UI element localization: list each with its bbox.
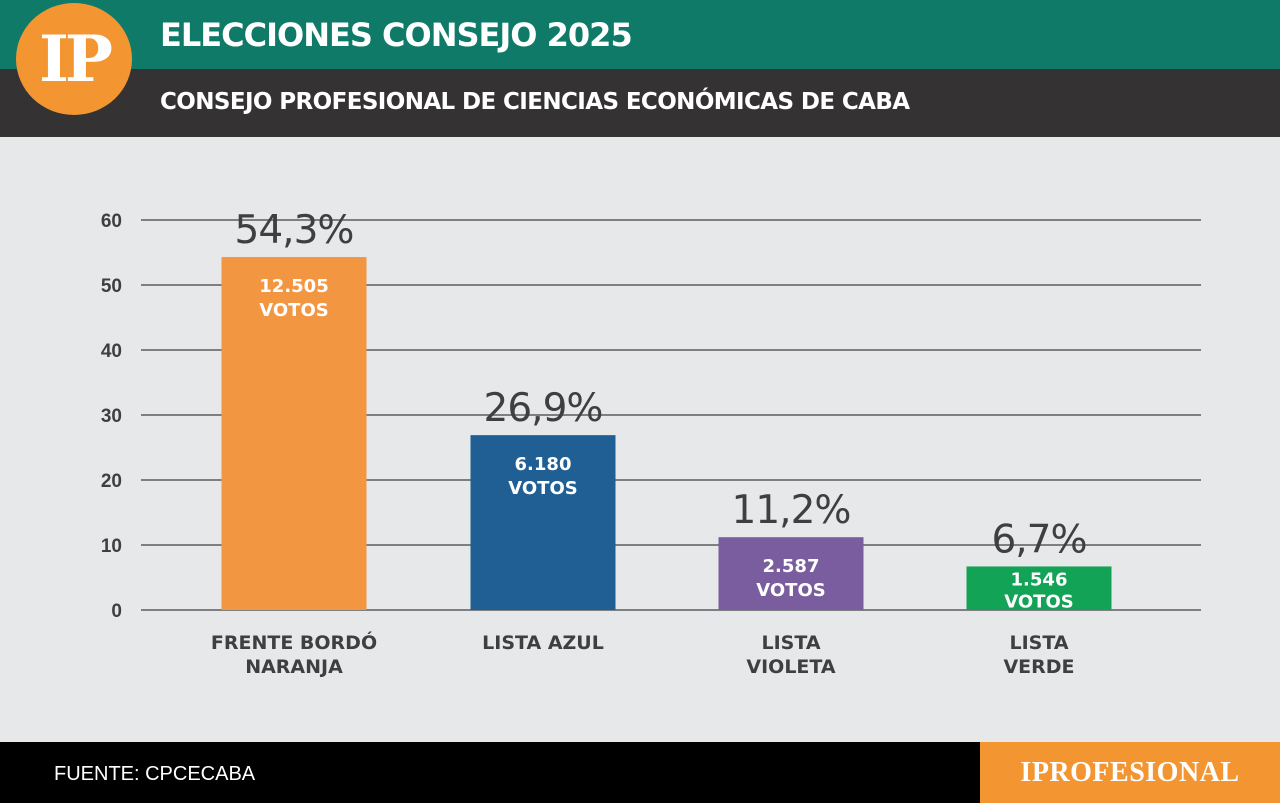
ip-logo: IP [16, 3, 132, 115]
bar [718, 537, 864, 610]
percent-label: 54,3% [235, 208, 354, 253]
votes-unit-label: VOTOS [756, 580, 825, 601]
category-label: FRENTE BORDÓ [211, 630, 377, 654]
percent-label: 11,2% [732, 488, 851, 533]
votes-unit-label: VOTOS [1004, 591, 1073, 612]
header-subtitle-bar [0, 69, 1280, 137]
votes-count-label: 1.546 [1011, 569, 1068, 590]
y-tick-label: 40 [101, 341, 122, 362]
bar-chart: 0 10 20 30 40 50 60 54,3% 12.505 VOTOS FRENTE BORD… [101, 208, 1201, 678]
brand-logo: IPROFESIONAL [980, 742, 1280, 803]
y-tick-label: 60 [101, 211, 122, 232]
y-tick-label: 20 [101, 471, 122, 492]
category-label: VIOLETA [746, 656, 835, 678]
y-tick-label: 10 [101, 536, 122, 557]
source-note: FUENTE: CPCECABA [54, 763, 256, 785]
header-title-bar [0, 0, 1280, 69]
page-subtitle: CONSEJO PROFESIONAL DE CIENCIAS ECONÓMIC… [160, 89, 910, 115]
percent-label: 26,9% [484, 386, 603, 431]
category-label: VERDE [1003, 656, 1074, 678]
votes-unit-label: VOTOS [259, 300, 328, 321]
category-label: LISTA [1009, 632, 1068, 654]
votes-count-label: 2.587 [763, 556, 820, 577]
bar [966, 566, 1112, 610]
votes-unit-label: VOTOS [508, 478, 577, 499]
category-label: LISTA [761, 632, 820, 654]
y-tick-label: 50 [101, 276, 122, 297]
category-label: NARANJA [245, 656, 343, 678]
bar [221, 257, 367, 610]
category-label: LISTA AZUL [482, 632, 604, 654]
page-title: ELECCIONES CONSEJO 2025 [160, 16, 633, 54]
percent-label: 6,7% [991, 517, 1086, 562]
votes-count-label: 12.505 [259, 276, 328, 297]
footer-bar [0, 742, 980, 803]
votes-count-label: 6.180 [515, 454, 572, 475]
y-tick-label: 30 [101, 406, 122, 427]
y-tick-label: 0 [111, 601, 122, 622]
bar [470, 435, 616, 610]
